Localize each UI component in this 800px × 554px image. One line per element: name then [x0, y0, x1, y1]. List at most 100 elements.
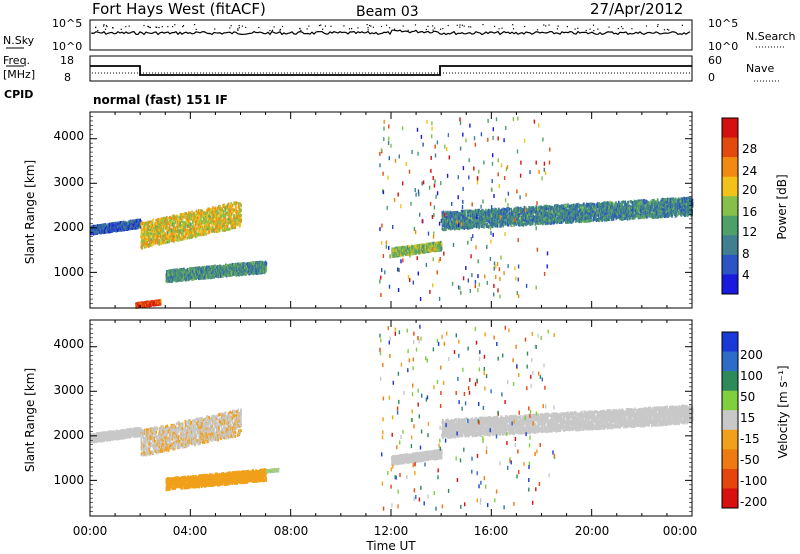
echo-cell — [161, 234, 164, 238]
echo-cell — [220, 226, 223, 230]
echo-cell — [188, 212, 191, 216]
noise-dot — [271, 29, 274, 31]
noise-dot — [320, 24, 322, 26]
echo-cell — [237, 220, 240, 224]
noise-dot — [97, 29, 99, 32]
noise-dot — [306, 28, 308, 30]
echo-cell — [176, 225, 179, 229]
echo-cell — [163, 222, 166, 225]
echo-cell — [225, 219, 227, 223]
echo-cell — [192, 224, 195, 228]
echo-cell — [236, 210, 238, 214]
noise-dot — [128, 25, 130, 27]
echo-cell — [195, 227, 198, 231]
echo-cell — [182, 217, 184, 221]
noise-dot — [402, 25, 404, 27]
echo-cell — [440, 242, 443, 246]
noise-dot — [366, 24, 368, 26]
noise-dot — [385, 24, 388, 26]
echo-cell — [145, 239, 148, 243]
noise-dot — [348, 28, 351, 30]
noise-dot — [167, 26, 169, 28]
echo-cell — [214, 230, 216, 234]
echo-cell — [215, 215, 218, 219]
echo-cell — [202, 221, 204, 225]
noise-dot — [194, 24, 196, 26]
echo-cell — [210, 213, 212, 217]
echo-cell — [178, 229, 180, 233]
echo-cell — [149, 228, 151, 232]
echo-cell — [228, 205, 230, 209]
noise-dot — [351, 28, 353, 30]
echo-cell — [180, 237, 182, 241]
echo-cell — [208, 230, 211, 234]
echo-cell — [199, 214, 202, 218]
echo-cell — [142, 236, 144, 240]
echo-cell — [226, 225, 229, 229]
noise-dot — [585, 29, 587, 32]
echo-cell — [217, 230, 219, 233]
echo-cell — [149, 220, 152, 224]
echo-cell — [170, 239, 173, 243]
echo-cell — [223, 222, 225, 226]
noise-dot — [103, 24, 105, 26]
echo-cell — [185, 228, 187, 232]
echo-cell — [215, 219, 217, 223]
echo-cell — [145, 235, 147, 239]
echo-cell — [157, 220, 159, 224]
echo-cell — [184, 226, 186, 230]
echo-cell — [179, 278, 182, 282]
echo-cell — [174, 215, 176, 219]
echo-cell — [227, 202, 230, 206]
noise-dot — [106, 25, 108, 28]
echo-cell — [206, 214, 209, 217]
echo-cell — [160, 234, 162, 238]
echo-cell — [140, 229, 143, 232]
echo-cell — [235, 220, 238, 224]
echo-cell — [145, 238, 147, 241]
echo-cell — [206, 216, 209, 220]
echo-cell — [218, 204, 220, 208]
echo-cell — [145, 223, 147, 227]
noise-dot — [161, 26, 163, 28]
echo-cell — [165, 239, 167, 243]
echo-cell — [171, 237, 174, 241]
echo-cell — [235, 218, 237, 222]
echo-cell — [179, 222, 182, 226]
echo-cell — [209, 227, 211, 231]
echo-cell — [153, 224, 155, 228]
noise-dot — [427, 25, 429, 27]
echo-cell — [212, 206, 214, 210]
noise-dot — [245, 26, 247, 28]
echo-cell — [219, 205, 222, 208]
noise-dot — [389, 27, 391, 29]
echo-cell — [192, 221, 194, 225]
echo-cell — [214, 223, 217, 227]
echo-cell — [220, 222, 223, 226]
echo-cell — [154, 239, 157, 243]
echo-cell — [151, 225, 153, 229]
nave-tick-bottom: 0 — [708, 71, 715, 84]
echo-cell — [149, 231, 152, 235]
noise-dot — [105, 25, 107, 27]
echo-cell — [182, 235, 184, 239]
echo-cell — [154, 234, 157, 238]
echo-cell — [198, 233, 201, 237]
freq-label: Freq. — [3, 54, 30, 67]
echo-cell — [230, 202, 232, 206]
echo-cell — [148, 224, 151, 228]
noise-dot — [343, 25, 345, 27]
station-title: Fort Hays West (fitACF) — [92, 0, 266, 18]
echo-cell — [207, 220, 210, 224]
noise-dot — [308, 25, 310, 27]
echo-cell — [224, 209, 227, 212]
echo-cell — [172, 220, 174, 224]
echo-cell — [187, 218, 189, 222]
echo-cell — [223, 220, 225, 224]
power-panel: Slant Range [km] 1000 2000 3000 4000 28 … — [23, 111, 789, 309]
echo-cell — [155, 218, 157, 222]
echo-cell — [144, 223, 146, 227]
echo-cell — [161, 230, 164, 234]
noise-dot — [557, 25, 559, 27]
echo-cell — [167, 235, 170, 239]
